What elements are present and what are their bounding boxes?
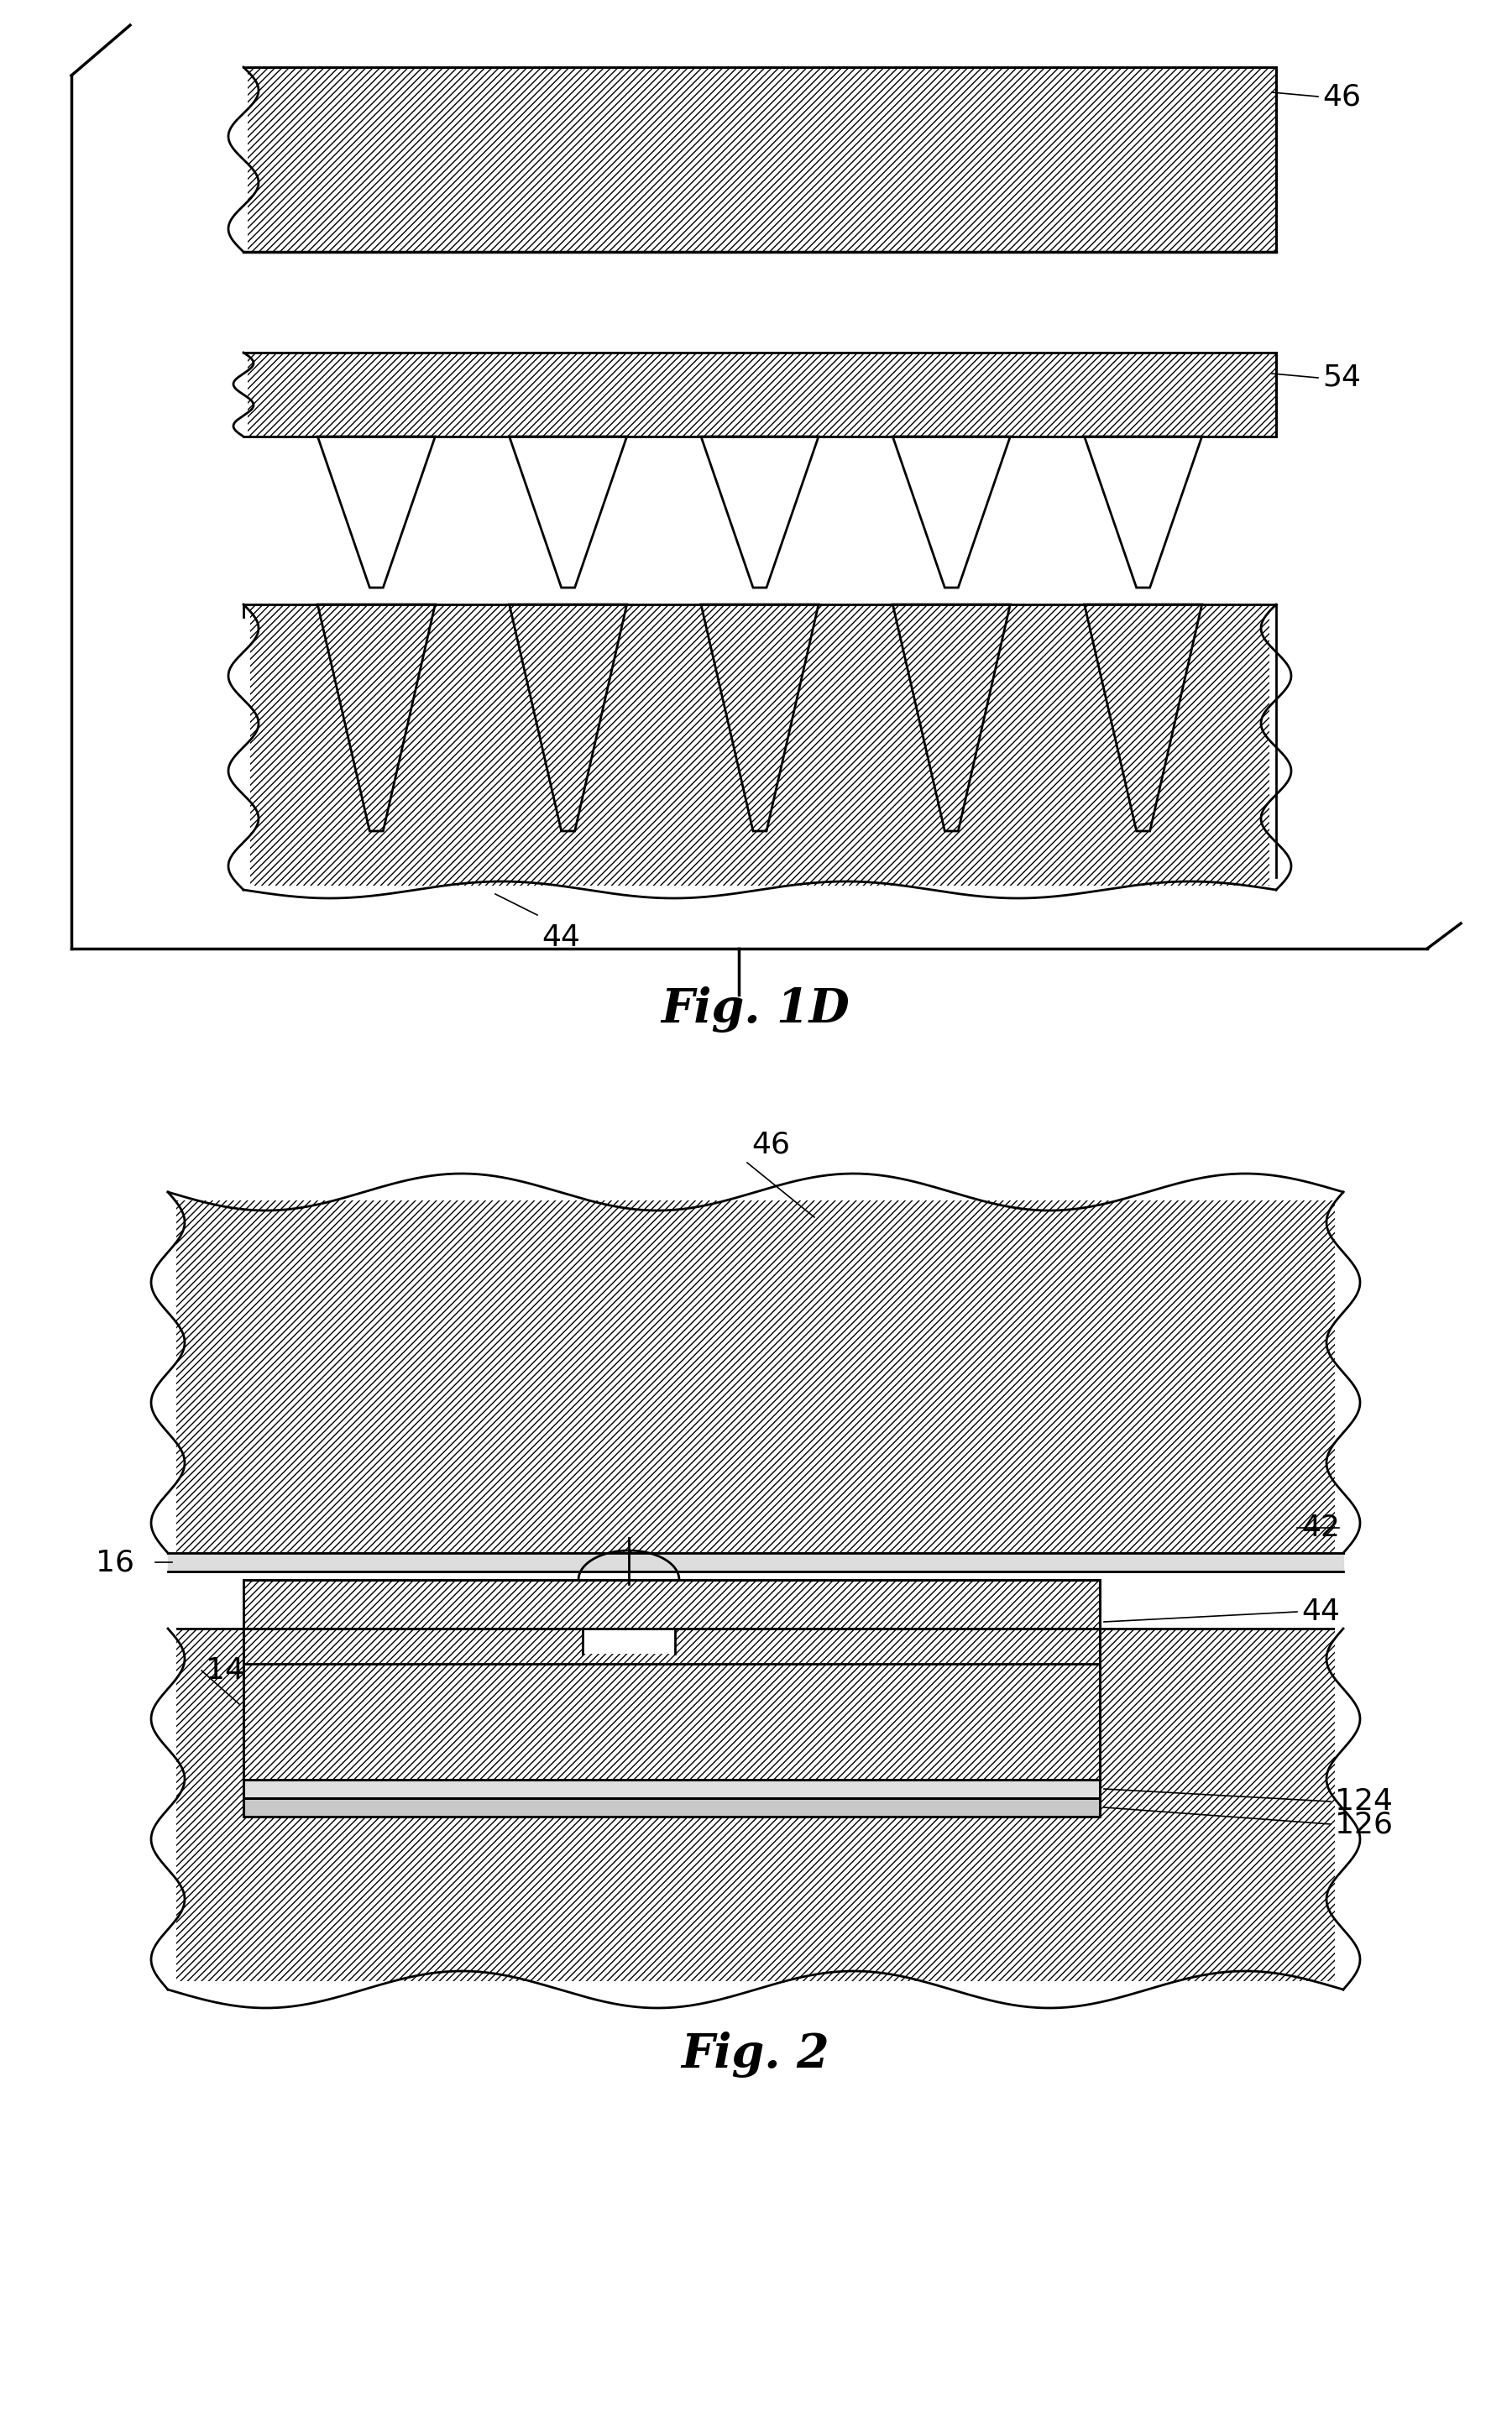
Polygon shape <box>218 599 249 894</box>
Polygon shape <box>222 348 248 440</box>
Polygon shape <box>1270 599 1302 894</box>
Polygon shape <box>1335 1189 1373 1558</box>
Bar <box>243 1628 1099 1781</box>
Bar <box>243 68 1276 251</box>
Text: 124: 124 <box>1335 1788 1393 1817</box>
Text: 44: 44 <box>541 923 581 952</box>
Polygon shape <box>139 1624 177 1993</box>
Text: Fig. 1D: Fig. 1D <box>661 986 850 1032</box>
Text: 46: 46 <box>751 1131 789 1157</box>
Bar <box>168 1628 1343 1988</box>
Text: 126: 126 <box>1335 1810 1393 1839</box>
Polygon shape <box>892 604 1010 831</box>
Polygon shape <box>1084 604 1202 831</box>
Bar <box>243 353 1276 437</box>
Polygon shape <box>139 1189 177 1558</box>
Polygon shape <box>702 604 818 831</box>
Bar <box>243 1580 1099 1665</box>
Text: Fig. 2: Fig. 2 <box>682 2032 830 2078</box>
Bar <box>168 1191 1343 1553</box>
Polygon shape <box>510 604 627 831</box>
Polygon shape <box>318 604 435 831</box>
Polygon shape <box>892 437 1010 587</box>
Polygon shape <box>582 1628 674 1655</box>
Bar <box>243 1798 1099 1817</box>
Polygon shape <box>318 604 435 831</box>
Polygon shape <box>510 437 627 587</box>
Polygon shape <box>702 437 818 587</box>
Text: 44: 44 <box>1302 1597 1340 1626</box>
Text: 16: 16 <box>95 1549 135 1578</box>
Polygon shape <box>318 437 435 587</box>
Polygon shape <box>892 604 1010 831</box>
Polygon shape <box>1335 1624 1373 1993</box>
Polygon shape <box>163 1981 1347 2020</box>
Bar <box>243 1781 1099 1798</box>
Polygon shape <box>510 604 627 831</box>
Bar <box>243 604 1276 889</box>
Polygon shape <box>239 887 1281 911</box>
Text: 54: 54 <box>1323 362 1361 391</box>
Polygon shape <box>228 68 1276 251</box>
Polygon shape <box>1084 604 1202 831</box>
Polygon shape <box>1084 437 1202 587</box>
Text: 46: 46 <box>1323 82 1361 111</box>
Polygon shape <box>702 604 818 831</box>
Polygon shape <box>218 63 248 256</box>
Polygon shape <box>163 1162 1347 1201</box>
Text: 14: 14 <box>206 1657 245 1684</box>
Text: 42: 42 <box>1302 1512 1340 1541</box>
